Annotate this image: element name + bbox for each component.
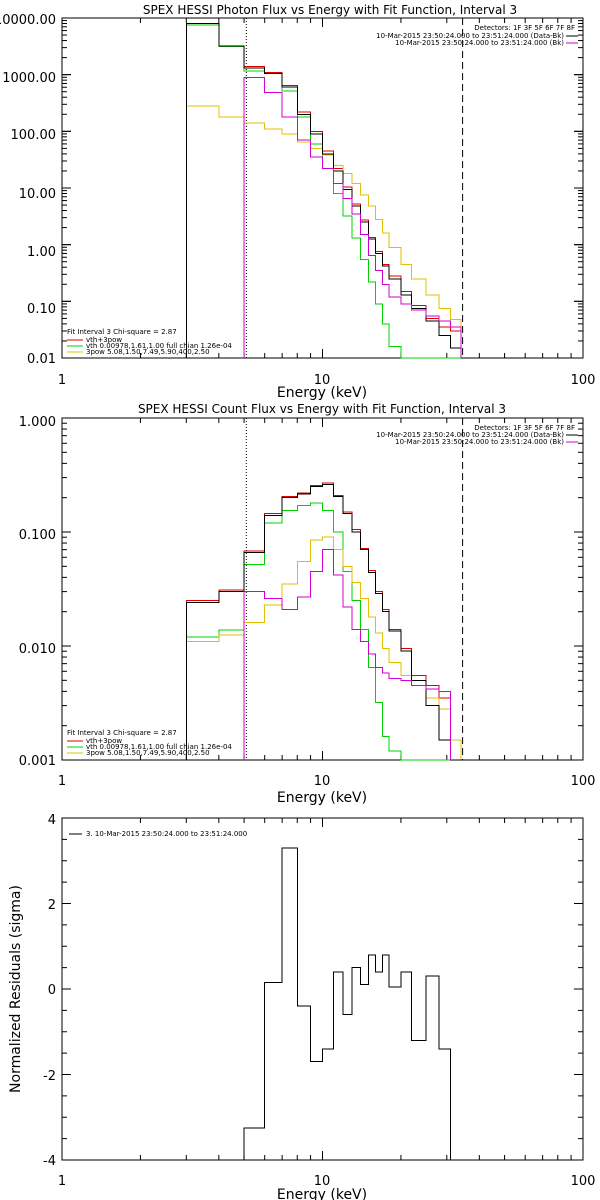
count-detectors-legend: Detectors: 1F 3F 5F 6F 7F 8F xyxy=(474,424,575,432)
photon-bk-legend: 10-Mar-2015 23:50:24.000 to 23:51:24.000… xyxy=(395,39,564,47)
residuals-xtick-label: 10 xyxy=(314,1174,331,1189)
photon-fit-legend-title: Fit Interval 3 Chi-square = 2.87 xyxy=(67,328,177,336)
count-series-0-step-line xyxy=(185,482,471,761)
residuals-panel: 1 10 100 -4 -2 0 2 4 Energy (keV) Normal… xyxy=(8,813,595,1200)
count-series-group xyxy=(185,482,471,761)
residuals-series-0-step-line xyxy=(243,847,461,1161)
count-fit-legend-entry: vth+3pow xyxy=(86,737,122,745)
photon-plot-frame xyxy=(61,17,584,359)
photon-series-4-step-line xyxy=(243,76,462,358)
residuals-ytick-label: -2 xyxy=(43,1069,56,1084)
photon-series-group xyxy=(185,23,462,359)
residuals-ytick-label: 2 xyxy=(48,898,56,913)
photon-xtick-label: 100 xyxy=(571,373,596,388)
residuals-legend-entry: 3. 10-Mar-2015 23:50:24.000 to 23:51:24.… xyxy=(86,830,247,838)
photon-ytick-label: 0.01 xyxy=(27,352,56,367)
photon-axis-ticks xyxy=(61,17,584,359)
count-panel-title: SPEX HESSI Count Flux vs Energy with Fit… xyxy=(138,402,506,416)
photon-series-3-step-line xyxy=(185,23,462,358)
residuals-x-axis-label: Energy (keV) xyxy=(277,1187,367,1200)
photon-fit-legend-entry: 3pow 5.08,1.50,7.49,5.90,400,2.50 xyxy=(86,348,210,356)
count-plot-frame xyxy=(61,417,584,761)
photon-x-axis-label: Energy (keV) xyxy=(277,385,367,401)
count-ytick-label: 1.000 xyxy=(19,415,56,430)
residuals-ytick-label: 4 xyxy=(48,813,56,828)
count-data-bk-legend: 10-Mar-2015 23:50:24.000 to 23:51:24.000… xyxy=(376,431,564,439)
count-fit-legend-entry: vth 0.00978,1.61,1.00 full chian 1.26e-0… xyxy=(86,743,232,751)
residuals-plot-frame xyxy=(61,817,584,1161)
residuals-ytick-label: -4 xyxy=(43,1154,56,1169)
photon-data-bk-legend: 10-Mar-2015 23:50:24.000 to 23:51:24.000… xyxy=(376,32,564,40)
residuals-axis-ticks xyxy=(61,817,584,1161)
count-marker-lines xyxy=(245,418,464,760)
photon-ytick-label: 10000.00 xyxy=(0,13,56,28)
count-xtick-label: 1 xyxy=(58,774,66,789)
count-x-axis-label: Energy (keV) xyxy=(277,790,367,806)
photon-panel-title: SPEX HESSI Photon Flux vs Energy with Fi… xyxy=(143,3,517,17)
count-xtick-label: 10 xyxy=(314,774,331,789)
photon-fit-legend-entry: vth 0.00978,1.61,1.00 full chian 1.26e-0… xyxy=(86,342,232,350)
residuals-series-group xyxy=(243,847,461,1161)
photon-marker-lines xyxy=(245,18,464,358)
count-series-1-step-line xyxy=(185,502,471,761)
count-fit-legend-entry: 3pow 5.08,1.50,7.49,5.90,400,2.50 xyxy=(86,749,210,757)
photon-ytick-label: 10.00 xyxy=(19,187,56,202)
count-flux-panel: SPEX HESSI Count Flux vs Energy with Fit… xyxy=(19,402,596,806)
photon-series-2-step-line xyxy=(185,105,462,358)
photon-xtick-label: 10 xyxy=(314,373,331,388)
count-series-2-step-line xyxy=(185,536,471,761)
photon-flux-panel: SPEX HESSI Photon Flux vs Energy with Fi… xyxy=(0,3,595,401)
residuals-xtick-label: 100 xyxy=(571,1174,596,1189)
residuals-y-axis-label: Normalized Residuals (sigma) xyxy=(8,885,24,1093)
count-ytick-label: 0.001 xyxy=(19,754,56,769)
count-series-3-step-line xyxy=(185,484,471,761)
count-bk-legend: 10-Mar-2015 23:50:24.000 to 23:51:24.000… xyxy=(395,438,564,446)
photon-fit-legend-entry: vth+3pow xyxy=(86,336,122,344)
photon-ytick-label: 1000.00 xyxy=(2,71,56,86)
photon-xtick-label: 1 xyxy=(58,373,66,388)
photon-ytick-label: 0.10 xyxy=(27,302,56,317)
count-series-4-step-line xyxy=(243,549,451,760)
residuals-ytick-label: 0 xyxy=(48,983,56,998)
photon-series-0-step-line xyxy=(185,23,462,358)
residuals-xtick-label: 1 xyxy=(58,1174,66,1189)
count-axis-ticks xyxy=(61,417,584,761)
count-ytick-label: 0.010 xyxy=(19,642,56,657)
photon-detectors-legend: Detectors: 1F 3F 5F 6F 7F 8F xyxy=(474,24,575,32)
photon-ytick-label: 1.00 xyxy=(27,245,56,260)
count-fit-legend-title: Fit Interval 3 Chi-square = 2.87 xyxy=(67,729,177,737)
count-ytick-label: 0.100 xyxy=(19,528,56,543)
count-xtick-label: 100 xyxy=(571,774,596,789)
photon-ytick-label: 100.00 xyxy=(11,128,57,143)
